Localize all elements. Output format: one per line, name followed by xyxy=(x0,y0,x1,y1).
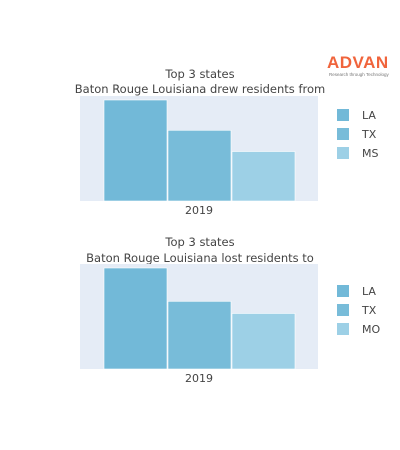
bar-tx xyxy=(167,130,232,202)
chart-subtitle: Baton Rouge Louisiana drew residents fro… xyxy=(75,82,325,96)
x-tick-label: 2019 xyxy=(185,372,213,385)
logo-tagline: Research through Technology xyxy=(329,72,389,77)
legend-swatch-tx xyxy=(337,128,349,140)
legend-swatch-tx xyxy=(337,304,349,316)
legend-label-tx: TX xyxy=(361,304,377,317)
legend-label-ms: MS xyxy=(362,147,378,160)
bar-ms xyxy=(231,151,296,202)
legend-label-mo: MO xyxy=(362,323,380,336)
legend-label-tx: TX xyxy=(361,128,377,141)
bar-la xyxy=(103,99,168,202)
bar-tx xyxy=(167,301,232,370)
legend-swatch-la xyxy=(337,109,349,121)
chart-subtitle: Baton Rouge Louisiana lost residents to xyxy=(86,251,314,265)
legend-swatch-ms xyxy=(337,147,349,159)
bar-la xyxy=(103,267,168,370)
legend-label-la: LA xyxy=(362,109,376,122)
legend-swatch-la xyxy=(337,285,349,297)
chart-title: Top 3 states xyxy=(164,235,234,249)
advan-logo: ADVAN Research through Technology xyxy=(327,54,393,78)
logo-wordmark: ADVAN xyxy=(327,53,389,72)
chart-title: Top 3 states xyxy=(164,67,234,81)
legend-label-la: LA xyxy=(362,285,376,298)
bar-mo xyxy=(231,313,296,370)
legend-swatch-mo xyxy=(337,323,349,335)
x-tick-label: 2019 xyxy=(185,204,213,217)
